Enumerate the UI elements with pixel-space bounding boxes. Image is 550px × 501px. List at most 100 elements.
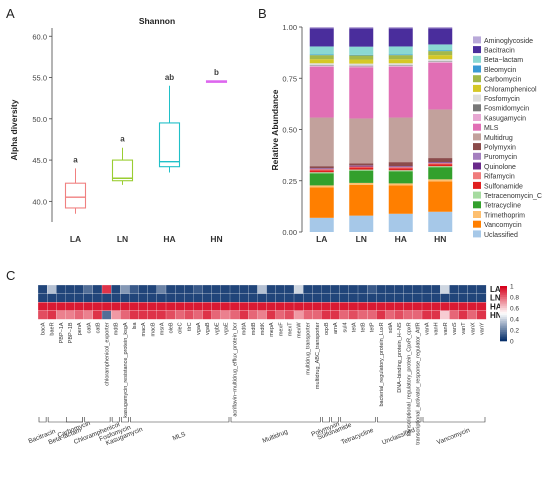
colorbar-segment [500,304,507,307]
heatmap-cell [440,284,450,294]
heatmap-cell [193,293,203,303]
heatmap-column-label: transcriptional_regulatory_protein_CpxR_… [406,322,412,436]
heatmap-group-bracket [130,417,230,423]
legend-label: Beta−lactam [484,57,523,64]
stacked-bar-segment [428,166,453,168]
colorbar-segment [500,339,507,342]
stacked-bar-segment [428,181,453,212]
heatmap-cell [83,302,94,311]
heatmap-cell [83,310,94,320]
heatmap-cell [239,302,249,311]
heatmap-cell [74,310,85,320]
stacked-bar-segment [428,62,453,110]
legend-swatch [473,75,481,83]
legend-swatch [473,220,481,228]
stacked-x-category-label: HA [395,234,407,244]
stacked-bar-segment [349,169,374,171]
heatmap-cell [211,284,222,294]
heatmap-cell [385,310,395,320]
heatmap-column-label: multidrug_transporter [306,322,312,374]
heatmap-cell [458,310,469,320]
legend-label: Kasugamycin [484,115,526,122]
heatmap-cell [120,302,130,311]
heatmap-cell [229,293,240,303]
heatmap-column-label: sdiA [388,322,394,333]
legend-label: Tetracycline [484,203,521,210]
stacked-bar-segment [309,27,334,29]
heatmap-column-label: bacA [41,322,47,335]
boxplot-x-category-label: LA [70,234,81,244]
boxplot-box [158,122,181,168]
legend-label: Multidrug [484,135,513,142]
colorbar-segment [500,331,507,334]
stacked-bar-segment [388,55,413,60]
legend-label: Sulfonamide [484,183,523,190]
heatmap-cell [175,310,185,320]
heatmap-cell [248,293,258,303]
stacked-bar-segment [309,168,334,170]
heatmap-cell [202,302,213,311]
heatmap-group-bracket [422,417,486,423]
heatmap-cell [129,284,139,294]
heatmap-row-label: HA [490,302,502,311]
heatmap-cell [376,302,386,311]
boxplot-box [111,159,134,182]
stacked-bar-segment [388,59,413,64]
stacked-bar-segment [428,109,453,159]
stacked-bar-segment [349,215,374,232]
heatmap-group-bracket [120,417,129,423]
heatmap-cell [412,310,423,320]
heatmap-cell [65,310,75,320]
colorbar-tick-label: 1 [510,284,514,291]
heatmap-group-bracket [47,417,84,423]
heatmap-column-label: tetA [351,322,357,332]
heatmap-cell [321,310,331,320]
heatmap-column-label: PBP−1B [68,322,74,343]
colorbar-segment [500,306,507,309]
legend-swatch [473,104,481,112]
heatmap-cell [239,284,249,294]
heatmap-cell [275,293,286,303]
heatmap-cell [220,302,231,311]
stacked-bar-segment [388,66,413,118]
heatmap-cell [47,284,57,294]
stacked-y-tick-label: 1.00 [282,23,297,32]
heatmap-cell [193,302,203,311]
stacked-bar-segment [349,54,374,56]
heatmap-cell [348,310,359,320]
heatmap-cell [229,302,240,311]
heatmap-column-label: tetP [370,322,376,332]
heatmap-cell [47,302,57,311]
stacked-y-axis-label: Relative Abundance [270,89,280,170]
heatmap-cell [129,293,139,303]
heatmap-cell [394,302,405,311]
heatmap-cell [458,293,469,303]
heatmap-cell [284,284,295,294]
heatmap-column-label: vanA [425,322,431,335]
heatmap-cell [83,293,94,303]
heatmap-cell [275,284,286,294]
heatmap-cell [211,302,222,311]
stacked-bar-segment [309,28,334,47]
boxplot-y-tick-label: 50.0 [32,115,47,124]
heatmap-cell [440,302,450,311]
legend-label: Tetracenomycin_C [484,193,542,200]
legend-label: Bacitracin [484,48,515,55]
legend-swatch [473,46,481,54]
heatmap-cell [138,302,149,311]
legend-label: Trimethoprim [484,212,525,219]
heatmap-cell [293,302,304,311]
heatmap-cell [348,293,359,303]
boxplot-title: Shannon [139,16,175,26]
heatmap-column-label: tlrC [187,322,193,331]
heatmap-column-label: mdtB [114,322,120,335]
heatmap-cell [376,284,386,294]
colorbar-segment [500,324,507,327]
legend-swatch [473,36,481,44]
heatmap-cell [229,284,240,294]
heatmap-cell [275,302,286,311]
heatmap-cell [111,284,121,294]
heatmap-row-label: LN [490,294,501,303]
legend-label: Fosmidomycin [484,106,529,113]
heatmap-cell [303,293,313,303]
